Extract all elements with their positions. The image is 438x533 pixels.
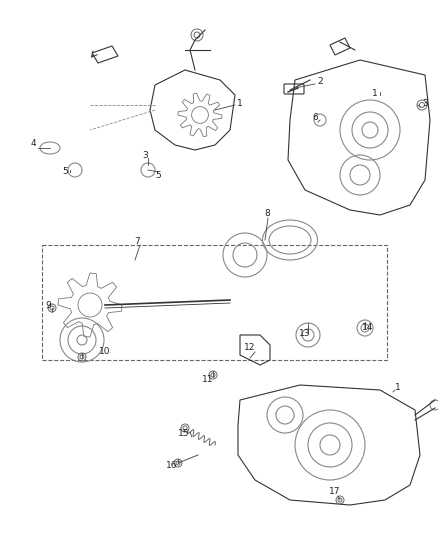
Text: 13: 13 bbox=[299, 328, 311, 337]
Text: 12: 12 bbox=[244, 343, 256, 352]
Text: 1: 1 bbox=[237, 99, 243, 108]
Text: 14: 14 bbox=[362, 324, 374, 333]
Text: 4: 4 bbox=[30, 139, 36, 148]
Text: 3: 3 bbox=[422, 99, 428, 108]
Text: 1: 1 bbox=[372, 88, 378, 98]
Text: 15: 15 bbox=[178, 429, 190, 438]
Text: 5: 5 bbox=[155, 171, 161, 180]
Text: 7: 7 bbox=[134, 238, 140, 246]
Text: 10: 10 bbox=[99, 348, 111, 357]
Text: 2: 2 bbox=[317, 77, 323, 86]
Text: 6: 6 bbox=[312, 114, 318, 123]
Text: 1: 1 bbox=[395, 384, 401, 392]
Text: 17: 17 bbox=[329, 488, 341, 497]
Text: 9: 9 bbox=[45, 301, 51, 310]
Text: 5: 5 bbox=[62, 167, 68, 176]
Text: 3: 3 bbox=[142, 150, 148, 159]
Bar bbox=[42, 245, 387, 360]
Text: 11: 11 bbox=[202, 376, 214, 384]
Text: 8: 8 bbox=[264, 208, 270, 217]
Text: 16: 16 bbox=[166, 461, 178, 470]
